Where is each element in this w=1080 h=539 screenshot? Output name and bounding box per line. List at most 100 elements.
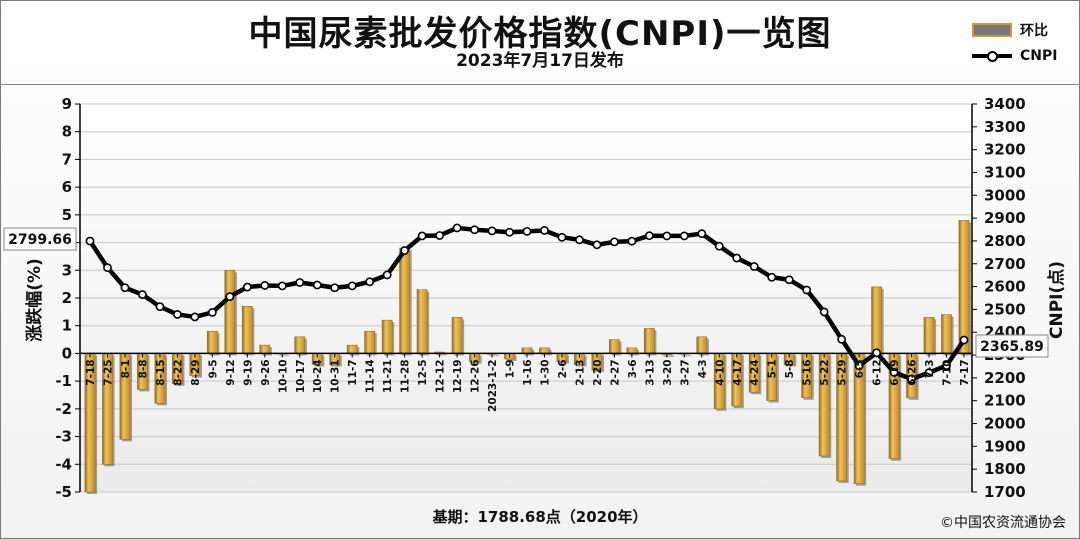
cnpi-point bbox=[505, 227, 514, 237]
bar bbox=[381, 319, 393, 354]
legend-item-line: CNPI bbox=[972, 46, 1057, 66]
y2-tick-label: 3100 bbox=[984, 163, 1026, 181]
y2-axis-title: CNPI(点) bbox=[1046, 261, 1067, 339]
cnpi-point bbox=[487, 226, 497, 236]
start-value-callout: 2799.66 bbox=[3, 227, 77, 251]
y2-tick-label: 3200 bbox=[984, 141, 1026, 159]
x-tick-label: 5-29 bbox=[837, 359, 849, 385]
cnpi-point bbox=[435, 231, 444, 240]
cnpi-point bbox=[312, 280, 322, 290]
bar-shadow bbox=[663, 355, 674, 357]
end-value-callout: 2365.89 bbox=[975, 334, 1049, 358]
x-tick-label: 9-12 bbox=[225, 359, 237, 385]
bar bbox=[451, 317, 463, 354]
y2-tick-label: 3400 bbox=[984, 95, 1026, 113]
bar bbox=[364, 330, 376, 354]
bar bbox=[539, 347, 550, 354]
bar bbox=[941, 314, 952, 354]
x-tick-label: 8-29 bbox=[190, 359, 202, 385]
y-tick-label: -3 bbox=[55, 428, 72, 446]
x-tick-label: 7-25 bbox=[102, 359, 114, 385]
cnpi-point bbox=[382, 270, 392, 280]
cnpi-point bbox=[837, 334, 847, 344]
x-tick-label: 11-28 bbox=[400, 359, 412, 393]
x-tick-label: 12-19 bbox=[452, 359, 464, 393]
x-tick-label: 4-17 bbox=[732, 359, 744, 385]
y-tick-label: 7 bbox=[62, 150, 72, 168]
x-tick-label: 6-26 bbox=[907, 359, 919, 385]
x-tick-label: 9-5 bbox=[207, 359, 219, 378]
cnpi-point bbox=[172, 310, 182, 319]
x-tick-label: 10-31 bbox=[330, 359, 342, 393]
y2-tick-label: 1800 bbox=[984, 460, 1026, 478]
cnpi-point bbox=[225, 292, 235, 302]
y2-tick-label: 2000 bbox=[984, 415, 1026, 433]
y-tick-label: 2 bbox=[62, 289, 72, 307]
y-tick-label: -1 bbox=[55, 372, 72, 390]
cnpi-point bbox=[924, 368, 934, 378]
y2-tick-label: 1900 bbox=[984, 437, 1026, 455]
cnpi-point bbox=[103, 263, 112, 273]
y2-tick-label: 3300 bbox=[984, 118, 1026, 136]
bar-shadow bbox=[488, 355, 500, 357]
bar bbox=[241, 306, 253, 354]
x-tick-label: 1-16 bbox=[522, 359, 534, 385]
x-tick-label: 5-8 bbox=[784, 359, 796, 378]
x-tick-label: 3-6 bbox=[627, 359, 639, 378]
x-tick-label: 3-13 bbox=[644, 359, 656, 385]
x-tick-label: 8-1 bbox=[120, 359, 132, 378]
bar bbox=[399, 247, 411, 354]
legend-line-swatch bbox=[972, 49, 1012, 63]
x-tick-label: 7-18 bbox=[85, 359, 97, 385]
base-period-note: 基期：1788.68点（2020年） bbox=[432, 508, 648, 526]
cnpi-point bbox=[330, 283, 340, 293]
y-tick-label: -2 bbox=[55, 400, 72, 418]
legend-bar-label: 环比 bbox=[1020, 23, 1048, 39]
bar bbox=[609, 339, 620, 354]
x-tick-label: 2-13 bbox=[574, 359, 586, 385]
cnpi-point bbox=[644, 231, 654, 241]
x-tick-label: 5-1 bbox=[767, 359, 779, 378]
y-tick-label: 0 bbox=[62, 344, 72, 362]
x-tick-label: 1-9 bbox=[505, 359, 517, 378]
x-tick-label: 7-17 bbox=[959, 359, 971, 385]
chart-header: 中国尿素批发价格指数(CNPI)一览图 2023年7月17日发布 环比 CNPI bbox=[0, 0, 1080, 85]
x-tick-label: 2023-1-2 bbox=[487, 359, 499, 412]
y-tick-label: 1 bbox=[62, 317, 72, 335]
cnpi-point bbox=[907, 374, 916, 384]
cnpi-point bbox=[155, 302, 165, 312]
cnpi-point bbox=[365, 277, 375, 287]
bar bbox=[923, 317, 935, 354]
cnpi-point bbox=[575, 235, 584, 245]
legend-line-label: CNPI bbox=[1020, 48, 1058, 64]
x-tick-label: 4-10 bbox=[714, 359, 726, 385]
cnpi-point bbox=[277, 281, 287, 291]
x-tick-label: 12-5 bbox=[417, 359, 429, 385]
x-tick-label: 2-27 bbox=[609, 359, 621, 385]
y-tick-label: -5 bbox=[55, 483, 72, 501]
y-tick-label: 6 bbox=[62, 178, 72, 196]
bar-shadow bbox=[279, 355, 290, 357]
x-tick-label: 8-15 bbox=[155, 359, 167, 385]
y2-tick-label: 2600 bbox=[984, 278, 1026, 296]
bar bbox=[224, 269, 236, 354]
y2-tick-label: 1700 bbox=[984, 483, 1026, 501]
y2-tick-label: 2200 bbox=[984, 369, 1026, 387]
cnpi-point bbox=[732, 253, 742, 263]
x-tick-label: 9-26 bbox=[260, 359, 272, 385]
y-tick-label: 9 bbox=[62, 95, 72, 113]
bar bbox=[294, 336, 306, 354]
cnpi-point bbox=[854, 361, 864, 371]
cnpi-point bbox=[190, 312, 200, 322]
start-value-label: 2799.66 bbox=[8, 232, 72, 248]
x-tick-label: 4-24 bbox=[749, 359, 761, 385]
cnpi-point bbox=[400, 246, 410, 255]
bar-shadow bbox=[436, 354, 447, 356]
cnpi-point bbox=[679, 231, 689, 241]
cnpi-point bbox=[470, 225, 479, 235]
cnpi-point bbox=[522, 226, 532, 236]
cnpi-point bbox=[557, 232, 567, 242]
end-value-label: 2365.89 bbox=[980, 339, 1044, 355]
cnpi-point bbox=[242, 282, 252, 292]
cnpi-point bbox=[662, 231, 672, 241]
